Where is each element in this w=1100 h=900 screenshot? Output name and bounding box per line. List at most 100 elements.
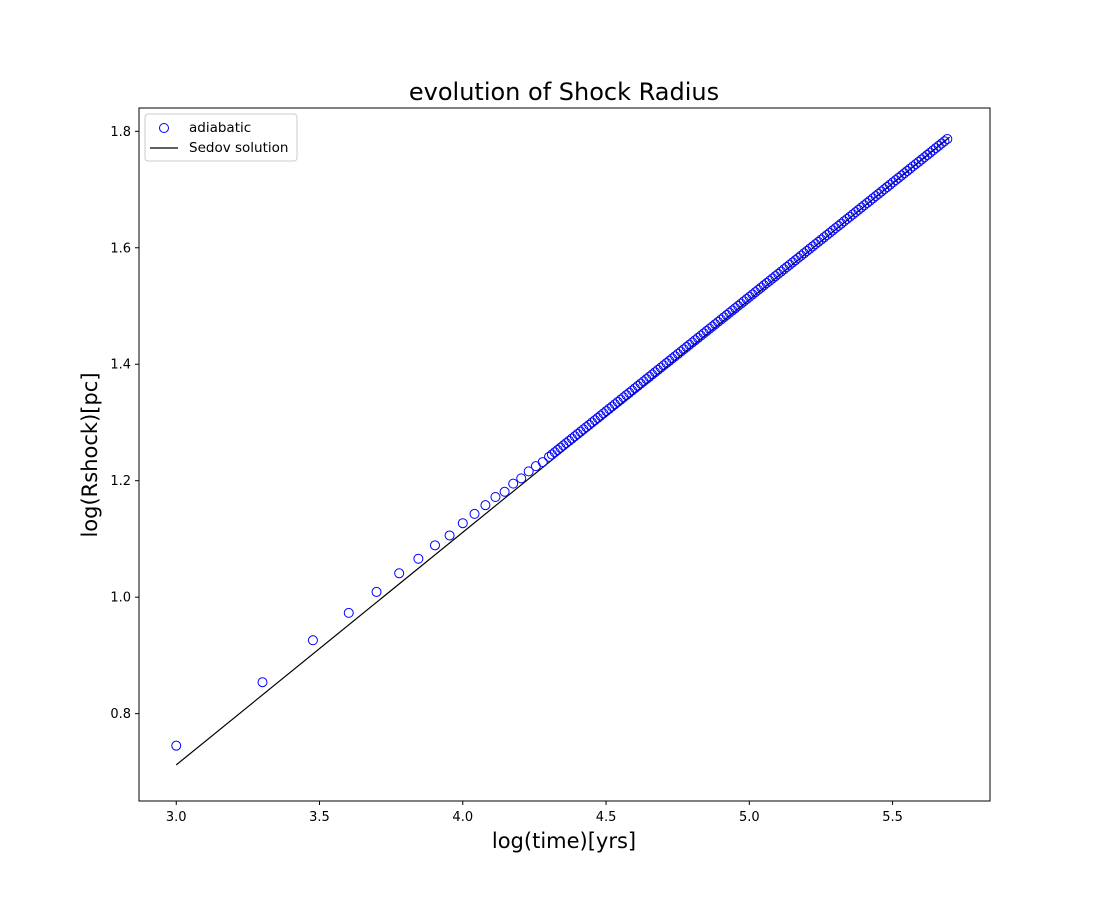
- y-tick-label: 1.6: [110, 241, 131, 256]
- adiabatic-point: [607, 401, 618, 412]
- adiabatic-point: [627, 385, 638, 396]
- adiabatic-point: [581, 422, 592, 433]
- adiabatic-point: [444, 530, 455, 541]
- adiabatic-point: [844, 211, 855, 222]
- adiabatic-point: [429, 540, 440, 551]
- x-axis-label: log(time)[yrs]: [492, 829, 636, 853]
- adiabatic-point: [839, 216, 850, 227]
- y-tick-label: 1.4: [110, 358, 131, 373]
- adiabatic-point: [615, 394, 626, 405]
- x-tick-label: 3.0: [166, 810, 187, 825]
- x-tick-label: 5.5: [882, 810, 903, 825]
- adiabatic-point: [544, 451, 555, 462]
- y-tick-label: 1.8: [110, 125, 131, 140]
- adiabatic-point: [867, 193, 878, 204]
- x-axis-ticks: 3.0 3.5 4.0 4.5 5.0 5.5: [166, 801, 903, 825]
- adiabatic-point: [609, 399, 620, 410]
- adiabatic-point: [584, 419, 595, 430]
- adiabatic-point: [558, 440, 569, 451]
- adiabatic-point: [816, 234, 827, 245]
- adiabatic-point: [939, 136, 950, 147]
- adiabatic-point: [530, 461, 541, 472]
- x-tick-label: 4.0: [452, 810, 473, 825]
- adiabatic-point: [578, 424, 589, 435]
- adiabatic-point: [836, 218, 847, 229]
- adiabatic-point: [537, 457, 548, 468]
- adiabatic-point: [564, 435, 575, 446]
- adiabatic-point: [942, 133, 953, 144]
- adiabatic-point: [343, 607, 354, 618]
- adiabatic-point: [469, 508, 480, 519]
- adiabatic-point: [307, 635, 318, 646]
- adiabatic-point: [638, 376, 649, 387]
- legend-label-adiabatic: adiabatic: [189, 120, 251, 136]
- adiabatic-point: [589, 415, 600, 426]
- x-tick-label: 4.5: [596, 810, 617, 825]
- adiabatic-point: [601, 406, 612, 417]
- adiabatic-points-layer: [171, 133, 953, 751]
- adiabatic-point: [862, 197, 873, 208]
- y-axis-label: log(Rshock)[pc]: [78, 372, 102, 537]
- adiabatic-point: [847, 209, 858, 220]
- adiabatic-point: [371, 586, 382, 597]
- adiabatic-point: [604, 403, 615, 414]
- legend-marker-adiabatic: [159, 123, 169, 133]
- adiabatic-point: [879, 184, 890, 195]
- adiabatic-point: [641, 374, 652, 385]
- adiabatic-point: [830, 223, 841, 234]
- adiabatic-point: [566, 433, 577, 444]
- adiabatic-point: [632, 380, 643, 391]
- adiabatic-point: [572, 428, 583, 439]
- sedov-solution-line: [175, 136, 950, 766]
- y-tick-label: 1.2: [110, 474, 131, 489]
- adiabatic-point: [569, 431, 580, 442]
- adiabatic-point: [652, 364, 663, 375]
- adiabatic-point: [882, 181, 893, 192]
- adiabatic-point: [516, 473, 527, 484]
- adiabatic-point: [821, 229, 832, 240]
- adiabatic-point: [842, 213, 853, 224]
- adiabatic-point: [885, 179, 896, 190]
- adiabatic-point: [595, 410, 606, 421]
- adiabatic-point: [618, 392, 629, 403]
- adiabatic-point: [546, 449, 557, 460]
- adiabatic-point: [647, 369, 658, 380]
- chart-title: evolution of Shock Radius: [409, 78, 719, 106]
- adiabatic-point: [555, 442, 566, 453]
- sedov-line-layer: [175, 136, 950, 766]
- y-axis-ticks: 0.8 1.0 1.2 1.4 1.6 1.8: [110, 125, 139, 722]
- adiabatic-point: [819, 232, 830, 243]
- adiabatic-point: [257, 677, 268, 688]
- adiabatic-point: [859, 200, 870, 211]
- adiabatic-point: [870, 191, 881, 202]
- x-tick-label: 3.5: [309, 810, 330, 825]
- y-tick-label: 0.8: [110, 707, 131, 722]
- adiabatic-point: [850, 207, 861, 218]
- adiabatic-point: [621, 390, 632, 401]
- adiabatic-point: [650, 367, 661, 378]
- adiabatic-point: [635, 378, 646, 389]
- adiabatic-point: [552, 444, 563, 455]
- adiabatic-point: [480, 500, 491, 511]
- plot-area: [138, 107, 991, 802]
- legend-frame: [144, 113, 298, 162]
- adiabatic-point: [833, 220, 844, 231]
- adiabatic-point: [587, 417, 598, 428]
- adiabatic-point: [612, 396, 623, 407]
- adiabatic-point: [508, 478, 519, 489]
- adiabatic-point: [644, 371, 655, 382]
- adiabatic-point: [592, 412, 603, 423]
- adiabatic-point: [499, 486, 510, 497]
- adiabatic-point: [561, 438, 572, 449]
- adiabatic-point: [624, 387, 635, 398]
- adiabatic-point: [575, 426, 586, 437]
- adiabatic-point: [864, 195, 875, 206]
- adiabatic-point: [887, 177, 898, 188]
- legend-label-sedov: Sedov solution: [189, 140, 288, 156]
- adiabatic-point: [549, 447, 560, 458]
- adiabatic-point: [490, 492, 501, 503]
- adiabatic-point: [853, 204, 864, 215]
- adiabatic-point: [598, 408, 609, 419]
- adiabatic-point: [171, 740, 182, 751]
- adiabatic-point: [629, 383, 640, 394]
